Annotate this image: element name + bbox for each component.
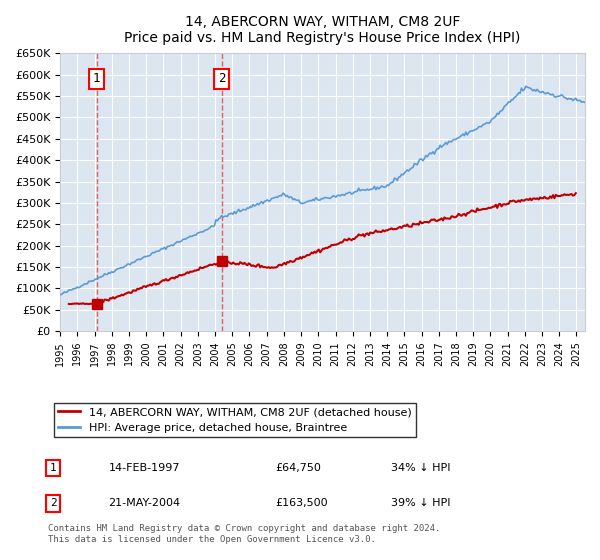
Text: Contains HM Land Registry data © Crown copyright and database right 2024.
This d: Contains HM Land Registry data © Crown c… bbox=[48, 524, 440, 544]
Text: £163,500: £163,500 bbox=[275, 498, 328, 508]
Text: £64,750: £64,750 bbox=[275, 463, 320, 473]
Text: 2: 2 bbox=[50, 498, 56, 508]
Text: 21-MAY-2004: 21-MAY-2004 bbox=[109, 498, 181, 508]
Text: 34% ↓ HPI: 34% ↓ HPI bbox=[391, 463, 450, 473]
Text: 1: 1 bbox=[93, 72, 100, 86]
Text: 39% ↓ HPI: 39% ↓ HPI bbox=[391, 498, 450, 508]
Title: 14, ABERCORN WAY, WITHAM, CM8 2UF
Price paid vs. HM Land Registry's House Price : 14, ABERCORN WAY, WITHAM, CM8 2UF Price … bbox=[124, 15, 521, 45]
Text: 2: 2 bbox=[218, 72, 226, 86]
Text: 1: 1 bbox=[50, 463, 56, 473]
Text: 14-FEB-1997: 14-FEB-1997 bbox=[109, 463, 180, 473]
Legend: 14, ABERCORN WAY, WITHAM, CM8 2UF (detached house), HPI: Average price, detached: 14, ABERCORN WAY, WITHAM, CM8 2UF (detac… bbox=[53, 403, 416, 437]
